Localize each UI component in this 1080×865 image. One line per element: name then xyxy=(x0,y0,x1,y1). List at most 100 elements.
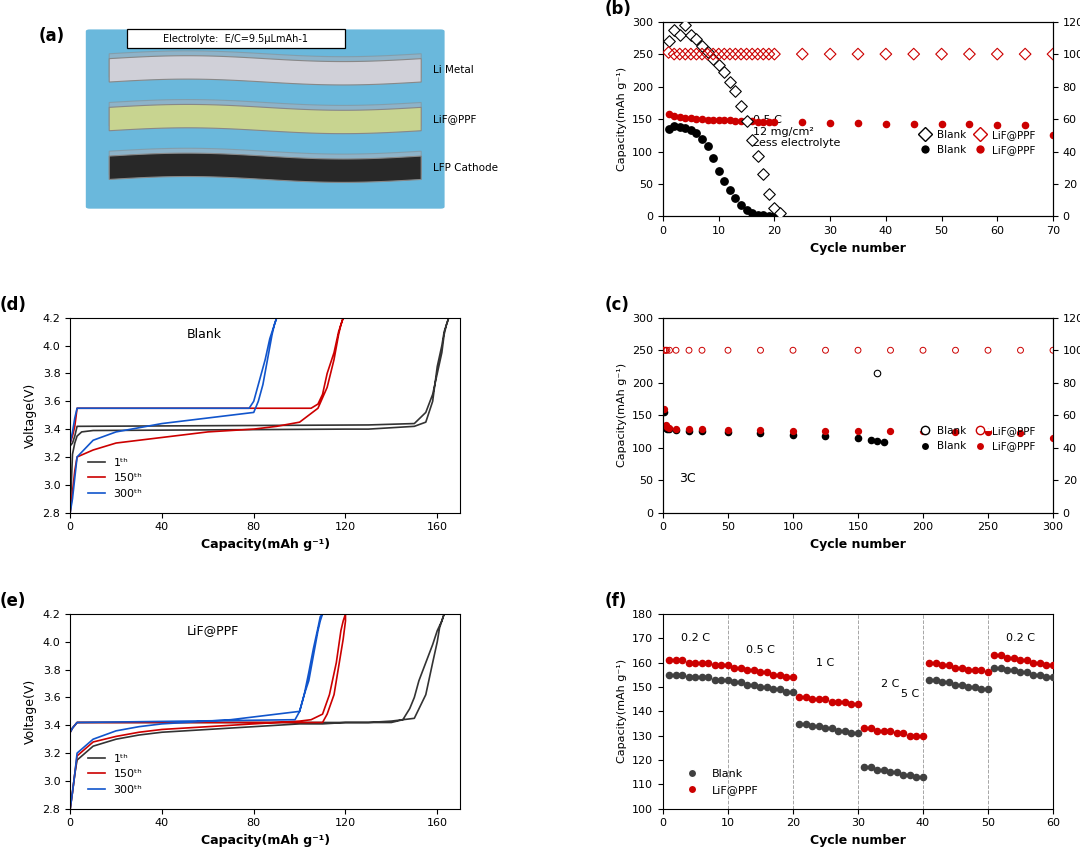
Y-axis label: Capacity(mAh g⁻¹): Capacity(mAh g⁻¹) xyxy=(617,659,626,764)
Point xyxy=(816,429,834,443)
Text: 3C: 3C xyxy=(678,472,696,485)
Point xyxy=(688,126,705,140)
Point xyxy=(656,405,673,419)
Point xyxy=(778,670,795,684)
Point xyxy=(973,663,990,677)
Legend: Blank, Blank, LiF@PPF, LiF@PPF: Blank, Blank, LiF@PPF, LiF@PPF xyxy=(910,125,1040,159)
Point xyxy=(693,131,711,145)
Point xyxy=(680,656,698,670)
Point xyxy=(760,208,778,222)
PathPatch shape xyxy=(109,55,421,85)
Point xyxy=(758,665,775,679)
Point xyxy=(738,203,755,217)
Point xyxy=(738,114,755,128)
Point xyxy=(862,721,879,735)
Point xyxy=(713,673,730,687)
Point xyxy=(693,656,711,670)
Text: LFP Cathode: LFP Cathode xyxy=(433,163,498,173)
Point xyxy=(947,661,964,675)
Point xyxy=(674,653,691,667)
Text: 1 C: 1 C xyxy=(816,657,835,668)
Point xyxy=(710,59,727,73)
Point xyxy=(829,724,847,738)
Y-axis label: Voltage(V): Voltage(V) xyxy=(24,679,37,744)
Point xyxy=(667,423,685,437)
Point xyxy=(716,174,733,188)
Point xyxy=(1044,48,1062,61)
Point xyxy=(758,680,775,694)
Point xyxy=(765,668,782,682)
Point xyxy=(755,167,772,181)
Point xyxy=(683,112,700,125)
Point xyxy=(755,208,772,222)
Point xyxy=(716,65,733,79)
Point xyxy=(794,115,811,129)
Text: Blank: Blank xyxy=(187,328,222,341)
Point xyxy=(804,719,821,733)
Point xyxy=(868,724,886,738)
Point xyxy=(693,343,711,357)
Point xyxy=(706,673,724,687)
Point xyxy=(862,760,879,774)
Point xyxy=(750,48,767,61)
Point xyxy=(716,48,733,61)
PathPatch shape xyxy=(109,148,421,177)
Point xyxy=(921,656,939,670)
Point xyxy=(667,668,685,682)
Point xyxy=(760,115,778,129)
Point xyxy=(661,343,678,357)
Legend: 1ᵗʰ, 150ᵗʰ, 300ᵗʰ: 1ᵗʰ, 150ᵗʰ, 300ᵗʰ xyxy=(83,749,147,799)
Point xyxy=(908,770,926,784)
Point xyxy=(760,48,778,61)
Point xyxy=(732,114,750,128)
Point xyxy=(727,48,744,61)
Point xyxy=(721,113,739,127)
Point xyxy=(784,343,801,357)
Point xyxy=(895,768,913,782)
Point xyxy=(784,685,801,699)
Point xyxy=(771,682,788,696)
Point xyxy=(661,423,678,437)
Point xyxy=(688,48,705,61)
Point xyxy=(988,48,1005,61)
Point xyxy=(933,48,950,61)
Point xyxy=(829,695,847,708)
Point xyxy=(706,658,724,672)
Point xyxy=(921,673,939,687)
Legend: 1ᵗʰ, 150ᵗʰ, 300ᵗʰ: 1ᵗʰ, 150ᵗʰ, 300ᵗʰ xyxy=(83,453,147,503)
Point xyxy=(784,428,801,442)
Point xyxy=(699,46,716,60)
Point xyxy=(766,48,783,61)
Text: 0.5 C
12 mg/cm²
Less electrolyte: 0.5 C 12 mg/cm² Less electrolyte xyxy=(753,115,840,149)
X-axis label: Cycle number: Cycle number xyxy=(810,538,906,551)
Point xyxy=(960,680,977,694)
Point xyxy=(1038,670,1055,684)
Point xyxy=(895,727,913,740)
Point xyxy=(849,424,866,438)
Point xyxy=(755,48,772,61)
Point xyxy=(1044,128,1062,142)
Point xyxy=(954,661,971,675)
Point xyxy=(877,48,894,61)
Point xyxy=(661,421,678,435)
Y-axis label: Capacity(mAh g⁻¹): Capacity(mAh g⁻¹) xyxy=(617,363,626,467)
Point xyxy=(915,343,932,357)
Point xyxy=(816,721,834,735)
Point xyxy=(1012,426,1029,439)
Point xyxy=(1025,656,1042,670)
Text: Electrolyte:  E/C=9.5μLmAh-1: Electrolyte: E/C=9.5μLmAh-1 xyxy=(163,34,309,44)
Point xyxy=(915,729,932,743)
Point xyxy=(719,423,737,437)
Point xyxy=(721,48,739,61)
Point xyxy=(671,120,688,134)
Point xyxy=(719,426,737,439)
Text: (e): (e) xyxy=(0,592,26,610)
Point xyxy=(752,423,769,437)
Point xyxy=(868,434,886,448)
Point xyxy=(700,656,717,670)
Point xyxy=(1018,653,1036,667)
Point xyxy=(954,677,971,691)
Point xyxy=(699,112,716,126)
Point xyxy=(732,198,750,212)
Point xyxy=(784,424,801,438)
